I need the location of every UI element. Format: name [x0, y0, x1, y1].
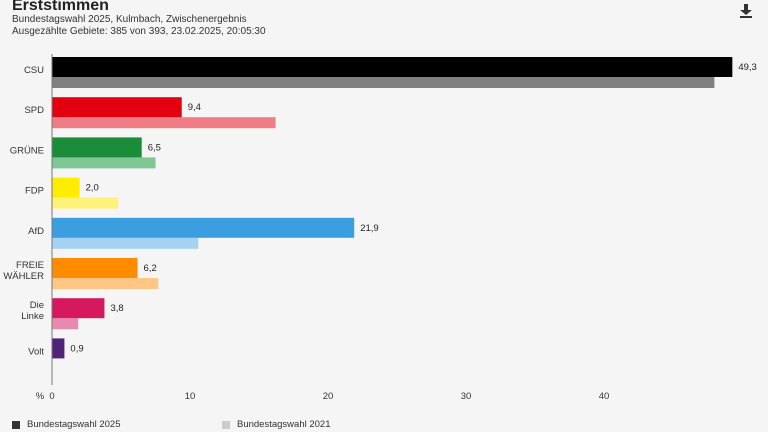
value-label: 49,3 — [738, 62, 757, 73]
bar-2025-6 — [52, 298, 105, 319]
category-label: Volt — [28, 346, 44, 357]
x-tick-label: 40 — [599, 391, 610, 402]
value-label: 0,9 — [70, 343, 83, 354]
x-unit-label: % — [36, 391, 45, 402]
category-label: GRÜNE — [10, 145, 44, 156]
bar-2021-4 — [52, 237, 199, 249]
legend-swatch-current — [12, 420, 20, 429]
legend-label-current: Bundestagswahl 2025 — [27, 419, 121, 430]
download-icon — [740, 4, 752, 18]
legend-item-current: Bundestagswahl 2025 — [12, 419, 121, 430]
legend-label-previous: Bundestagswahl 2021 — [237, 419, 331, 430]
download-button[interactable] — [737, 3, 755, 19]
value-label: 21,9 — [360, 223, 379, 234]
value-label: 3,8 — [110, 303, 123, 314]
value-label: 6,2 — [144, 263, 157, 274]
chart-header: Erststimmen Bundestagswahl 2025, Kulmbac… — [12, 0, 266, 38]
bar-2021-1 — [52, 117, 276, 129]
bar-2025-2 — [52, 137, 142, 158]
x-tick-label: 0 — [49, 391, 54, 402]
bar-2021-0 — [52, 77, 715, 88]
category-label: AfD — [28, 226, 44, 237]
bar-2025-7 — [52, 338, 65, 359]
category-label: Linke — [21, 311, 44, 322]
bar-2025-4 — [52, 217, 355, 238]
chart-subtitle-line2: Ausgezählte Gebiete: 385 von 393, 23.02.… — [12, 26, 266, 37]
legend-swatch-previous — [222, 420, 230, 429]
x-tick-label: 30 — [461, 391, 472, 402]
value-label: 9,4 — [188, 102, 201, 113]
bar-2021-3 — [52, 197, 119, 209]
value-label: 6,5 — [148, 142, 161, 153]
category-label: CSU — [24, 65, 44, 76]
bar-2025-1 — [52, 97, 182, 118]
category-label: WÄHLER — [3, 271, 44, 282]
category-label: Die — [30, 300, 44, 311]
category-label: SPD — [24, 105, 44, 116]
legend-item-previous: Bundestagswahl 2021 — [222, 419, 331, 430]
x-tick-label: 20 — [323, 391, 334, 402]
bar-2021-6 — [52, 318, 79, 330]
bar-2025-5 — [52, 258, 138, 278]
category-label: FREIE — [16, 260, 44, 271]
bar-2025-0 — [52, 57, 733, 77]
chart-subtitle-line1: Bundestagswahl 2025, Kulmbach, Zwischene… — [12, 14, 247, 25]
category-label: FDP — [25, 186, 44, 197]
bar-2025-3 — [52, 177, 80, 198]
x-tick-label: 10 — [185, 391, 196, 402]
bar-2021-5 — [52, 278, 159, 289]
value-label: 2,0 — [86, 183, 99, 194]
chart-title: Erststimmen — [12, 0, 109, 14]
bar-2021-2 — [52, 157, 156, 169]
